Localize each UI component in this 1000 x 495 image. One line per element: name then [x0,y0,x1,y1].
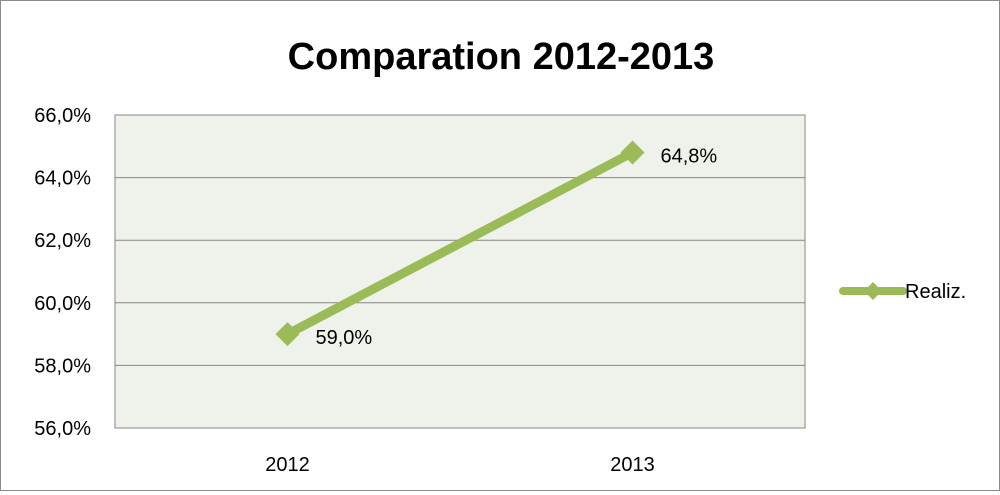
y-tick-label: 66,0% [34,105,91,127]
chart-title: Comparation 2012-2013 [288,36,715,78]
x-tick-label: 2012 [265,454,310,476]
legend-label-realiz: Realiz. [905,281,966,303]
legend: Realiz. [839,281,966,303]
legend-diamond-marker [864,282,882,300]
y-tick-label: 60,0% [34,293,91,315]
data-point-marker [620,140,645,165]
y-tick-label: 64,0% [34,168,91,190]
plot-area [114,114,806,429]
data-point-marker [275,322,300,347]
series-line [283,148,637,339]
y-tick-label: 62,0% [34,230,91,252]
y-axis-ticks: 66,0% 64,0% 62,0% 60,0% 58,0% 56,0% [34,105,91,440]
y-tick-label: 58,0% [34,355,91,377]
x-tick-label: 2013 [610,454,655,476]
series-realiz [275,140,645,347]
x-axis-ticks: 2012 2013 [265,454,655,476]
data-label: 59,0% [316,327,373,349]
data-label: 64,8% [661,146,718,168]
data-labels: 59,0% 64,8% [316,146,718,350]
y-tick-label: 56,0% [34,418,91,440]
